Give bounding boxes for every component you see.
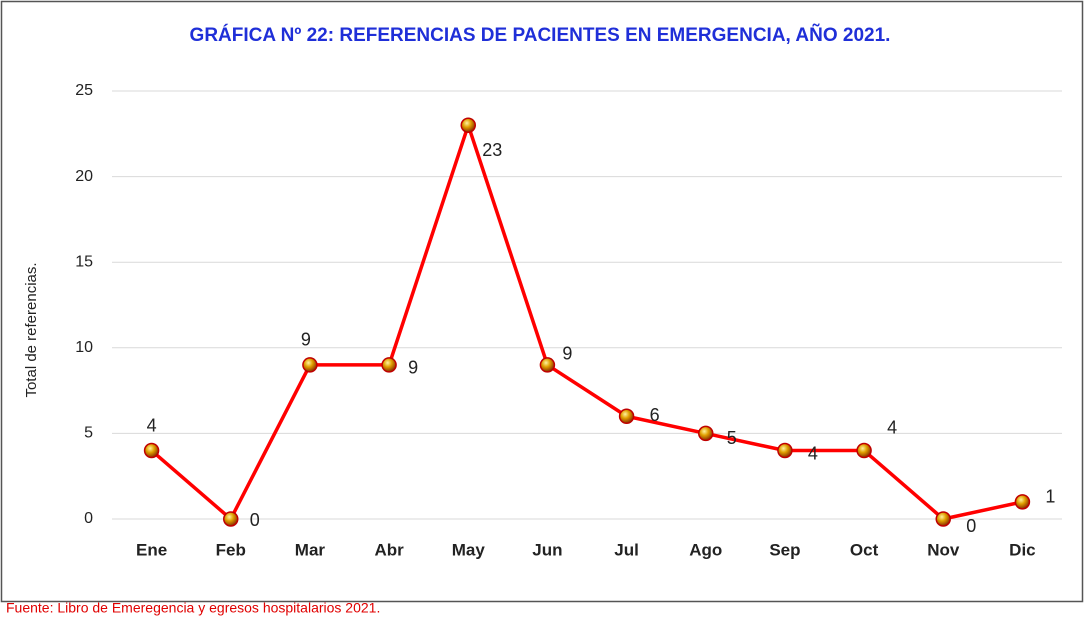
y-tick-label: 25 (75, 82, 93, 99)
y-tick-label: 20 (75, 168, 93, 185)
data-label: 0 (250, 510, 260, 530)
data-label: 1 (1045, 487, 1055, 507)
marker (698, 425, 714, 442)
data-label: 4 (147, 415, 157, 435)
data-label: 9 (562, 344, 572, 364)
data-label: 0 (966, 516, 976, 536)
x-tick-label: Jun (532, 540, 562, 559)
chart-title: GRÁFICA Nº 22: REFERENCIAS DE PACIENTES … (190, 24, 891, 46)
marker (618, 408, 635, 425)
marker (381, 357, 397, 373)
frame (0, 0, 1084, 603)
marker (143, 442, 160, 459)
marker (460, 117, 476, 133)
x-tick-label: Dic (1009, 540, 1035, 559)
x-tick-label: Ene (136, 540, 167, 559)
marker (539, 357, 556, 373)
line (150, 123, 1023, 521)
marker (777, 442, 793, 459)
x-tick-label: Sep (769, 540, 800, 559)
data-label: 5 (727, 428, 737, 448)
y-tick-label: 0 (84, 510, 93, 527)
data-label: 6 (650, 405, 660, 425)
x-tick-label: May (452, 540, 486, 559)
x-tick-label: Ago (689, 540, 722, 559)
data-label: 4 (808, 443, 818, 463)
x-tick-label: Feb (216, 540, 246, 559)
marker (302, 357, 318, 373)
data-label: 4 (887, 417, 897, 437)
source-note: Fuente: Libro de Emeregencia y egresos h… (6, 600, 380, 616)
x-tick-label: Abr (374, 540, 404, 559)
data-label: 9 (301, 330, 311, 350)
y-tick-label: 10 (75, 339, 93, 356)
y-tick-label: 15 (75, 253, 93, 270)
x-tick-label: Jul (614, 540, 639, 559)
x-tick-label: Nov (927, 540, 960, 559)
data-label: 9 (408, 358, 418, 378)
x-tick-label: Oct (850, 540, 879, 559)
marker (856, 442, 872, 459)
y-tick-label: 5 (84, 425, 93, 442)
marker (935, 511, 951, 527)
data-label: 23 (482, 140, 502, 160)
marker (223, 511, 239, 527)
x-tick-label: Mar (295, 540, 326, 559)
y-axis-label: Total de referencias. (23, 262, 40, 397)
marker (1014, 494, 1031, 510)
